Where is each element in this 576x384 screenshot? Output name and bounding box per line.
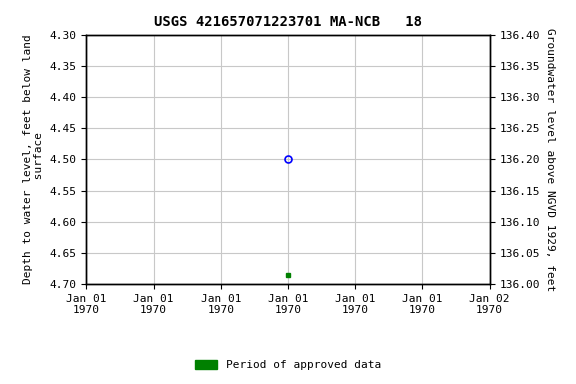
Legend: Period of approved data: Period of approved data xyxy=(191,355,385,375)
Y-axis label: Groundwater level above NGVD 1929, feet: Groundwater level above NGVD 1929, feet xyxy=(545,28,555,291)
Title: USGS 421657071223701 MA-NCB   18: USGS 421657071223701 MA-NCB 18 xyxy=(154,15,422,29)
Y-axis label: Depth to water level, feet below land
 surface: Depth to water level, feet below land su… xyxy=(22,35,44,284)
